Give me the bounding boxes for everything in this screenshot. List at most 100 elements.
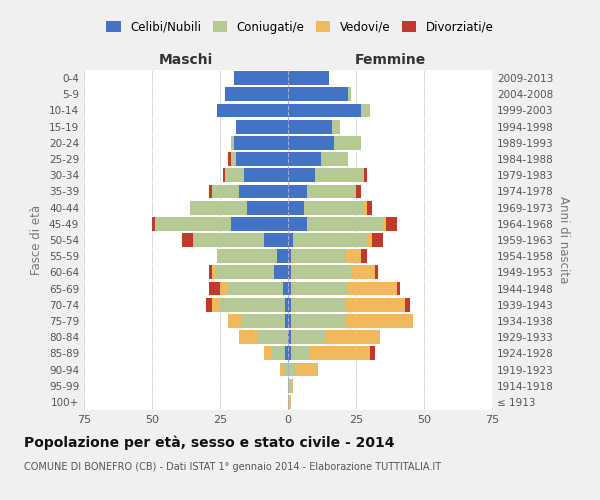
Y-axis label: Anni di nascita: Anni di nascita [557, 196, 570, 284]
Bar [226, 168, 244, 182]
Bar [296, 362, 318, 376]
Bar [220, 298, 285, 312]
Bar [288, 362, 296, 376]
Bar [228, 314, 242, 328]
Bar [155, 217, 231, 230]
Bar [231, 217, 288, 230]
Bar [217, 104, 288, 118]
Bar [209, 184, 212, 198]
Bar [283, 282, 288, 296]
Bar [285, 298, 288, 312]
Bar [280, 362, 283, 376]
Bar [332, 120, 340, 134]
Bar [233, 71, 288, 85]
Bar [236, 152, 288, 166]
Bar [364, 168, 367, 182]
Bar [274, 266, 288, 280]
Bar [307, 184, 356, 198]
Bar [242, 314, 285, 328]
Bar [373, 233, 383, 247]
Bar [247, 200, 288, 214]
Bar [220, 282, 228, 296]
Bar [228, 152, 231, 166]
Bar [215, 266, 274, 280]
Bar [375, 266, 378, 280]
Bar [226, 88, 288, 101]
Bar [288, 282, 291, 296]
Bar [288, 104, 361, 118]
Bar [345, 314, 413, 328]
Bar [315, 168, 364, 182]
Bar [263, 233, 288, 247]
Bar [288, 184, 307, 198]
Bar [228, 282, 283, 296]
Bar [223, 168, 226, 182]
Legend: Celibi/Nubili, Coniugati/e, Vedovi/e, Divorziati/e: Celibi/Nubili, Coniugati/e, Vedovi/e, Di… [101, 16, 499, 38]
Bar [233, 136, 288, 149]
Bar [367, 233, 373, 247]
Bar [334, 136, 361, 149]
Bar [212, 184, 239, 198]
Bar [239, 330, 258, 344]
Bar [190, 200, 247, 214]
Bar [288, 88, 348, 101]
Bar [206, 298, 212, 312]
Bar [361, 250, 367, 263]
Bar [212, 298, 220, 312]
Bar [350, 266, 375, 280]
Bar [288, 152, 320, 166]
Bar [288, 298, 291, 312]
Bar [288, 217, 307, 230]
Bar [383, 217, 386, 230]
Bar [283, 362, 288, 376]
Bar [291, 282, 348, 296]
Bar [288, 200, 304, 214]
Bar [231, 136, 233, 149]
Bar [209, 282, 220, 296]
Bar [236, 120, 288, 134]
Bar [285, 346, 288, 360]
Text: Femmine: Femmine [355, 53, 425, 67]
Y-axis label: Fasce di età: Fasce di età [31, 205, 43, 275]
Bar [212, 266, 215, 280]
Bar [217, 250, 277, 263]
Bar [345, 250, 361, 263]
Bar [288, 250, 291, 263]
Bar [348, 282, 397, 296]
Bar [293, 233, 367, 247]
Bar [209, 266, 212, 280]
Bar [367, 200, 373, 214]
Bar [258, 330, 288, 344]
Bar [326, 330, 380, 344]
Bar [152, 217, 155, 230]
Bar [291, 314, 345, 328]
Bar [272, 346, 285, 360]
Bar [263, 346, 272, 360]
Bar [291, 250, 345, 263]
Bar [291, 346, 310, 360]
Bar [320, 152, 348, 166]
Bar [288, 120, 332, 134]
Bar [288, 330, 291, 344]
Bar [182, 233, 193, 247]
Bar [288, 71, 329, 85]
Text: Popolazione per età, sesso e stato civile - 2014: Popolazione per età, sesso e stato civil… [24, 435, 395, 450]
Bar [288, 314, 291, 328]
Bar [288, 266, 291, 280]
Bar [285, 314, 288, 328]
Bar [288, 233, 293, 247]
Bar [304, 200, 364, 214]
Bar [310, 346, 370, 360]
Bar [291, 266, 350, 280]
Bar [386, 217, 397, 230]
Bar [356, 184, 361, 198]
Bar [239, 184, 288, 198]
Bar [370, 346, 375, 360]
Bar [307, 217, 383, 230]
Bar [288, 168, 315, 182]
Bar [291, 298, 345, 312]
Bar [364, 200, 367, 214]
Bar [277, 250, 288, 263]
Bar [348, 88, 350, 101]
Bar [397, 282, 400, 296]
